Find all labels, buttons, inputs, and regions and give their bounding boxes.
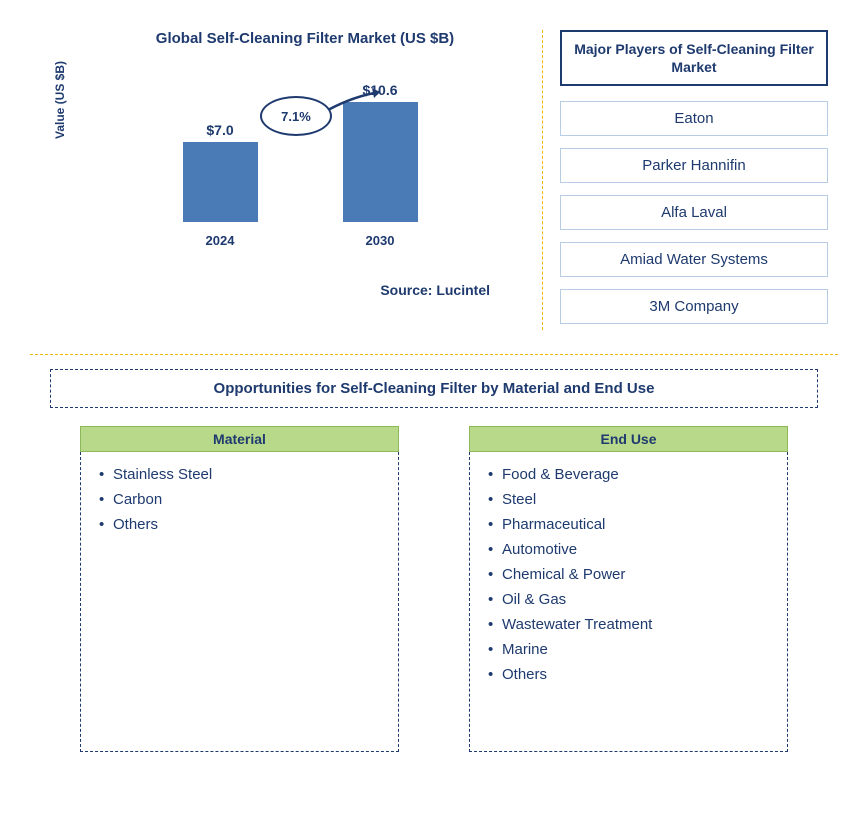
growth-rate-value: 7.1% bbox=[281, 109, 311, 124]
enduse-column: End Use Food & Beverage Steel Pharmaceut… bbox=[469, 426, 788, 752]
players-header: Major Players of Self-Cleaning Filter Ma… bbox=[560, 30, 828, 86]
player-item: Parker Hannifin bbox=[560, 148, 828, 183]
bar-chart: Value (US $B) 7.1% $7.0 2024 $10.6 bbox=[80, 72, 500, 252]
vertical-divider bbox=[542, 30, 543, 330]
opportunities-header: Opportunities for Self-Cleaning Filter b… bbox=[50, 369, 818, 408]
list-item: Stainless Steel bbox=[99, 462, 380, 487]
top-section: Global Self-Cleaning Filter Market (US $… bbox=[30, 20, 838, 346]
enduse-list: Food & Beverage Steel Pharmaceutical Aut… bbox=[488, 462, 769, 687]
bar-value: $7.0 bbox=[206, 122, 233, 138]
columns-section: Material Stainless Steel Carbon Others E… bbox=[30, 426, 838, 752]
chart-title: Global Self-Cleaning Filter Market (US $… bbox=[90, 30, 520, 47]
list-item: Automotive bbox=[488, 537, 769, 562]
growth-annotation: 7.1% bbox=[260, 96, 332, 136]
material-column: Material Stainless Steel Carbon Others bbox=[80, 426, 399, 752]
column-body: Stainless Steel Carbon Others bbox=[80, 452, 399, 752]
list-item: Carbon bbox=[99, 487, 380, 512]
bar bbox=[183, 142, 258, 222]
list-item: Food & Beverage bbox=[488, 462, 769, 487]
player-item: Amiad Water Systems bbox=[560, 242, 828, 277]
column-header: End Use bbox=[469, 426, 788, 452]
list-item: Pharmaceutical bbox=[488, 512, 769, 537]
list-item: Others bbox=[488, 662, 769, 687]
growth-arrow-icon bbox=[324, 86, 394, 116]
source-text: Source: Lucintel bbox=[40, 282, 520, 298]
chart-panel: Global Self-Cleaning Filter Market (US $… bbox=[30, 20, 530, 346]
player-item: 3M Company bbox=[560, 289, 828, 324]
list-item: Oil & Gas bbox=[488, 587, 769, 612]
player-item: Alfa Laval bbox=[560, 195, 828, 230]
bar-label: 2024 bbox=[206, 233, 235, 248]
bar-group-2024: $7.0 2024 bbox=[180, 122, 260, 222]
bar-label: 2030 bbox=[366, 233, 395, 248]
list-item: Steel bbox=[488, 487, 769, 512]
list-item: Marine bbox=[488, 637, 769, 662]
column-header: Material bbox=[80, 426, 399, 452]
player-item: Eaton bbox=[560, 101, 828, 136]
y-axis-label: Value (US $B) bbox=[53, 61, 67, 139]
column-body: Food & Beverage Steel Pharmaceutical Aut… bbox=[469, 452, 788, 752]
list-item: Wastewater Treatment bbox=[488, 612, 769, 637]
growth-rate-oval: 7.1% bbox=[260, 96, 332, 136]
list-item: Chemical & Power bbox=[488, 562, 769, 587]
players-panel: Major Players of Self-Cleaning Filter Ma… bbox=[530, 20, 838, 346]
material-list: Stainless Steel Carbon Others bbox=[99, 462, 380, 537]
horizontal-divider bbox=[30, 354, 838, 355]
bar bbox=[343, 102, 418, 222]
list-item: Others bbox=[99, 512, 380, 537]
